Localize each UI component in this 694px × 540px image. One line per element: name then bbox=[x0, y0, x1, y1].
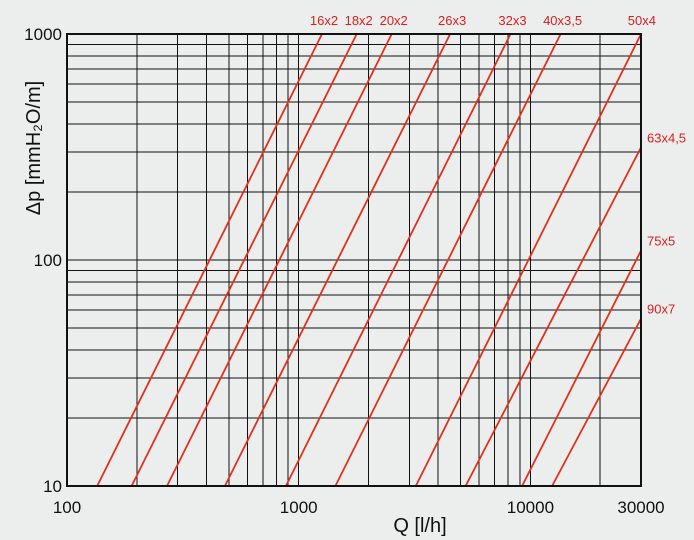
series-line-16x2 bbox=[96, 33, 323, 487]
y-axis-label: Δp [mmH₂O/m] bbox=[23, 81, 45, 215]
series-line-50x4 bbox=[414, 33, 642, 487]
series-label-32x3: 32x3 bbox=[498, 13, 526, 28]
x-tick-label: 100 bbox=[53, 498, 81, 517]
grid bbox=[67, 34, 641, 486]
series-line-40x3,5 bbox=[334, 33, 562, 487]
series-line-63x4,5 bbox=[464, 146, 642, 487]
tick-labels: 100 1000 10000 30000 10 100 1000 bbox=[24, 25, 664, 517]
x-axis-label: Q [l/h] bbox=[393, 515, 446, 537]
series-line-75x5 bbox=[521, 250, 642, 487]
series-label-18x2: 18x2 bbox=[345, 13, 373, 28]
y-tick-label: 1000 bbox=[24, 25, 62, 44]
y-tick-label: 100 bbox=[34, 251, 62, 270]
series-label-50x4: 50x4 bbox=[628, 13, 656, 28]
series-line-26x3 bbox=[224, 33, 451, 487]
series-labels: 16x2 18x2 20x2 26x3 32x3 40x3,5 50x4 63x4,5 75x5… bbox=[310, 13, 686, 317]
x-tick-label: 1000 bbox=[280, 498, 318, 517]
series-label-90x7: 90x7 bbox=[647, 302, 675, 317]
plot-frame bbox=[66, 33, 642, 487]
x-tick-label: 30000 bbox=[617, 498, 664, 517]
series-line-32x3 bbox=[285, 33, 512, 487]
series-label-75x5: 75x5 bbox=[647, 234, 675, 249]
series-lines bbox=[96, 33, 642, 487]
series-label-20x2: 20x2 bbox=[380, 13, 408, 28]
series-line-18x2 bbox=[130, 33, 358, 487]
x-tick-label: 10000 bbox=[507, 498, 554, 517]
series-label-16x2: 16x2 bbox=[310, 13, 338, 28]
series-line-20x2 bbox=[166, 33, 393, 487]
series-label-40x3,5: 40x3,5 bbox=[543, 13, 582, 28]
series-label-63x4,5: 63x4,5 bbox=[647, 130, 686, 145]
y-tick-label: 10 bbox=[43, 477, 62, 496]
series-line-90x7 bbox=[551, 318, 642, 487]
series-label-26x3: 26x3 bbox=[438, 13, 466, 28]
